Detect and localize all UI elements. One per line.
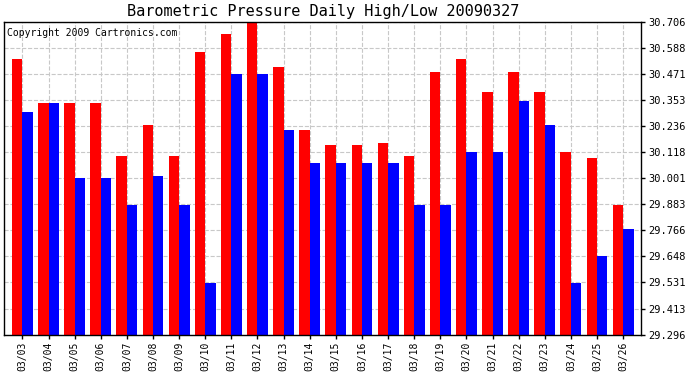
Title: Barometric Pressure Daily High/Low 20090327: Barometric Pressure Daily High/Low 20090… — [126, 4, 519, 19]
Bar — [257, 74, 268, 334]
Bar — [545, 125, 555, 335]
Bar — [273, 68, 284, 334]
Bar — [519, 101, 529, 334]
Bar — [90, 103, 101, 334]
Bar — [586, 158, 597, 334]
Bar — [143, 125, 153, 335]
Bar — [23, 112, 33, 334]
Bar — [336, 163, 346, 334]
Bar — [597, 256, 607, 334]
Bar — [101, 178, 111, 334]
Bar — [456, 58, 466, 334]
Bar — [205, 283, 216, 334]
Bar — [414, 205, 424, 334]
Bar — [247, 23, 257, 334]
Bar — [440, 205, 451, 334]
Bar — [310, 163, 320, 334]
Bar — [362, 163, 373, 334]
Bar — [351, 145, 362, 334]
Bar — [466, 152, 477, 334]
Bar — [127, 205, 137, 334]
Bar — [168, 156, 179, 334]
Bar — [509, 72, 519, 334]
Bar — [388, 163, 399, 334]
Bar — [326, 145, 336, 334]
Bar — [284, 129, 294, 334]
Bar — [299, 129, 310, 334]
Bar — [75, 178, 85, 334]
Bar — [404, 156, 414, 334]
Bar — [560, 152, 571, 334]
Bar — [482, 92, 493, 334]
Bar — [179, 205, 190, 334]
Bar — [195, 52, 205, 334]
Text: Copyright 2009 Cartronics.com: Copyright 2009 Cartronics.com — [8, 28, 178, 38]
Bar — [38, 103, 48, 334]
Bar — [534, 92, 545, 334]
Bar — [48, 103, 59, 334]
Bar — [12, 58, 23, 334]
Bar — [571, 283, 581, 334]
Bar — [623, 230, 633, 334]
Bar — [613, 205, 623, 334]
Bar — [430, 72, 440, 334]
Bar — [221, 34, 231, 334]
Bar — [64, 103, 75, 334]
Bar — [493, 152, 503, 334]
Bar — [153, 176, 164, 334]
Bar — [231, 74, 241, 334]
Bar — [377, 143, 388, 334]
Bar — [117, 156, 127, 334]
